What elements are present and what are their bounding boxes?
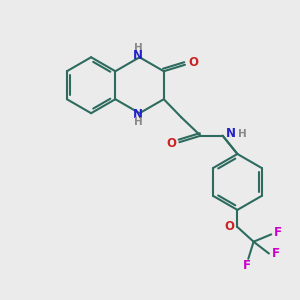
Text: H: H [134, 117, 142, 127]
Text: F: F [274, 226, 282, 239]
Text: H: H [238, 129, 247, 139]
Text: N: N [133, 49, 143, 62]
Text: N: N [133, 108, 143, 121]
Text: O: O [166, 137, 176, 150]
Text: O: O [188, 56, 198, 69]
Text: F: F [243, 259, 251, 272]
Text: H: H [134, 44, 142, 53]
Text: F: F [272, 247, 279, 260]
Text: N: N [226, 128, 236, 140]
Text: O: O [224, 220, 234, 233]
